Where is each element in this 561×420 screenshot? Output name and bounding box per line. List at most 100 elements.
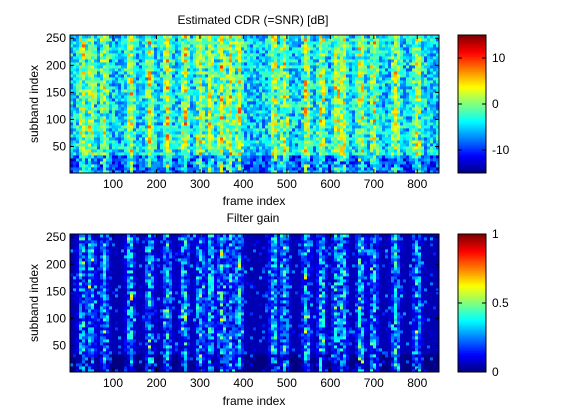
- heatmap-cell: [370, 119, 374, 123]
- heatmap-cell: [154, 53, 158, 57]
- heatmap-cell: [154, 113, 158, 117]
- heatmap-cell: [301, 89, 305, 93]
- heatmap-cell: [292, 101, 296, 105]
- heatmap-cell: [370, 95, 374, 99]
- heatmap-cell: [241, 158, 245, 162]
- heatmap-cell: [247, 71, 251, 75]
- heatmap-cell: [130, 128, 134, 132]
- heatmap-cell: [208, 125, 212, 129]
- heatmap-cell: [145, 131, 149, 135]
- heatmap-cell: [391, 143, 395, 147]
- heatmap-cell: [70, 122, 74, 126]
- heatmap-cell: [73, 35, 77, 39]
- heatmap-cell: [124, 53, 128, 57]
- heatmap-cell: [121, 65, 125, 69]
- heatmap-cell: [286, 65, 290, 69]
- heatmap-cell: [106, 83, 110, 87]
- heatmap-cell: [349, 83, 353, 87]
- heatmap-cell: [358, 44, 362, 48]
- heatmap-cell: [169, 74, 173, 78]
- heatmap-cell: [358, 71, 362, 75]
- heatmap-cell: [319, 134, 323, 138]
- heatmap-cell: [328, 56, 332, 60]
- heatmap-cell: [241, 170, 245, 174]
- heatmap-cell: [319, 137, 323, 141]
- heatmap-cell: [151, 155, 155, 159]
- heatmap-cell: [334, 59, 338, 63]
- heatmap-cell: [382, 167, 386, 171]
- heatmap-cell: [274, 41, 278, 45]
- heatmap-cell: [259, 125, 263, 129]
- heatmap-cell: [340, 44, 344, 48]
- heatmap-cell: [292, 158, 296, 162]
- heatmap-cell: [304, 50, 308, 54]
- heatmap-cell: [346, 104, 350, 108]
- heatmap-cell: [388, 98, 392, 102]
- heatmap-cell: [106, 149, 110, 153]
- heatmap-cell: [127, 161, 131, 165]
- heatmap-cell: [142, 134, 146, 138]
- heatmap-cell: [247, 77, 251, 81]
- heatmap-cell: [187, 134, 191, 138]
- heatmap-cell: [379, 47, 383, 51]
- heatmap-cell: [211, 65, 215, 69]
- heatmap-cell: [316, 56, 320, 60]
- heatmap-cell: [88, 101, 92, 105]
- heatmap-cell: [169, 56, 173, 60]
- heatmap-cell: [202, 86, 206, 90]
- heatmap-cell: [319, 152, 323, 156]
- heatmap-cell: [262, 68, 266, 72]
- heatmap-cell: [277, 137, 281, 141]
- heatmap-cell: [136, 56, 140, 60]
- heatmap-cell: [265, 107, 269, 111]
- heatmap-cell: [79, 68, 83, 72]
- heatmap-cell: [262, 137, 266, 141]
- heatmap-cell: [355, 164, 359, 168]
- heatmap-cell: [163, 125, 167, 129]
- heatmap-cell: [193, 158, 197, 162]
- heatmap-cell: [133, 116, 137, 120]
- heatmap-cell: [118, 44, 122, 48]
- heatmap-cell: [286, 164, 290, 168]
- heatmap-cell: [76, 146, 80, 150]
- heatmap-cell: [214, 83, 218, 87]
- heatmap-cell: [319, 149, 323, 153]
- heatmap-cell: [364, 161, 368, 165]
- heatmap-cell: [355, 170, 359, 174]
- heatmap-cell: [274, 86, 278, 90]
- heatmap-cell: [271, 74, 275, 78]
- heatmap-cell: [148, 164, 152, 168]
- heatmap-cell: [70, 89, 74, 93]
- heatmap-cell: [154, 134, 158, 138]
- heatmap-cell: [118, 134, 122, 138]
- heatmap-cell: [334, 98, 338, 102]
- heatmap-cell: [259, 104, 263, 108]
- heatmap-cell: [190, 146, 194, 150]
- heatmap-cell: [79, 89, 83, 93]
- heatmap-cell: [235, 113, 239, 117]
- heatmap-cell: [136, 119, 140, 123]
- heatmap-cell: [76, 164, 80, 168]
- heatmap-cell: [79, 158, 83, 162]
- heatmap-cell: [178, 164, 182, 168]
- heatmap-cell: [241, 137, 245, 141]
- heatmap-cell: [85, 95, 89, 99]
- heatmap-cell: [163, 155, 167, 159]
- heatmap-cell: [103, 50, 107, 54]
- heatmap-cell: [172, 59, 176, 63]
- heatmap-cell: [391, 80, 395, 84]
- heatmap-cell: [175, 62, 179, 66]
- heatmap-cell: [367, 113, 371, 117]
- heatmap-cell: [256, 44, 260, 48]
- heatmap-cell: [328, 89, 332, 93]
- heatmap-cell: [289, 59, 293, 63]
- heatmap-cell: [232, 122, 236, 126]
- heatmap-cell: [289, 62, 293, 66]
- heatmap-cell: [361, 53, 365, 57]
- heatmap-cell: [76, 119, 80, 123]
- heatmap-cell: [145, 113, 149, 117]
- heatmap-cell: [307, 38, 311, 42]
- heatmap-cell: [127, 110, 131, 114]
- heatmap-cell: [250, 56, 254, 60]
- heatmap-cell: [97, 149, 101, 153]
